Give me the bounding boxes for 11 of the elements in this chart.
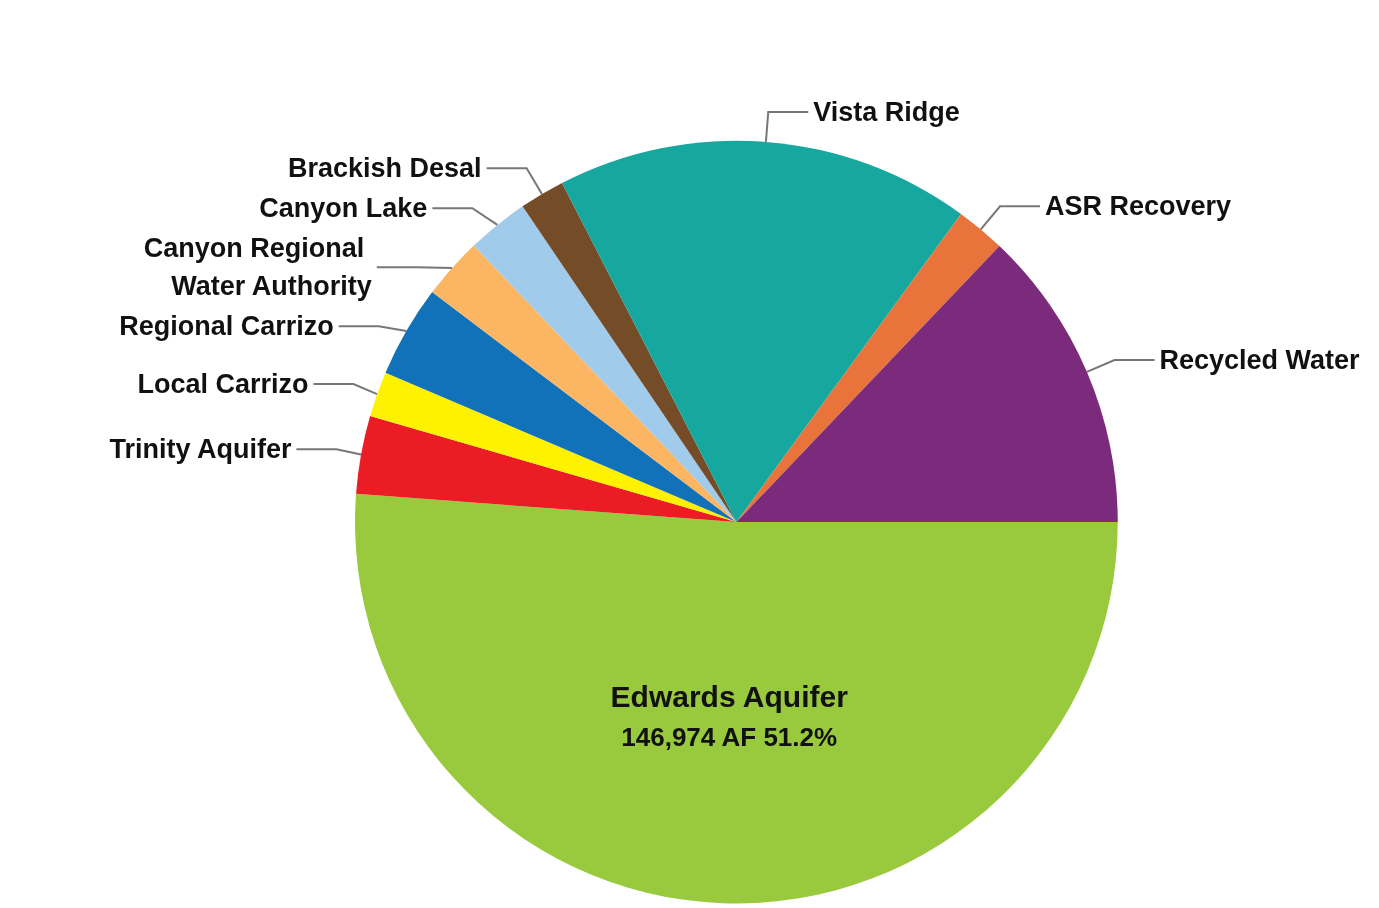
slice-label: Canyon Lake [259,193,428,224]
slice-label: Recycled Water [1159,345,1361,376]
data-label: 146,974 AF 51.2% [621,721,838,752]
slice-label: Vista Ridge [813,96,960,127]
slice-label: Canyon Regional Water Authority [143,233,372,302]
slice-label: Brackish Desal [288,153,482,184]
slice-label: Local Carrizo [137,369,309,400]
slice-label: Trinity Aquifer [109,434,292,465]
slice-label: Edwards Aquifer [610,680,849,714]
slice-label: ASR Recovery [1045,191,1232,222]
slice-label: Regional Carrizo [119,311,334,342]
